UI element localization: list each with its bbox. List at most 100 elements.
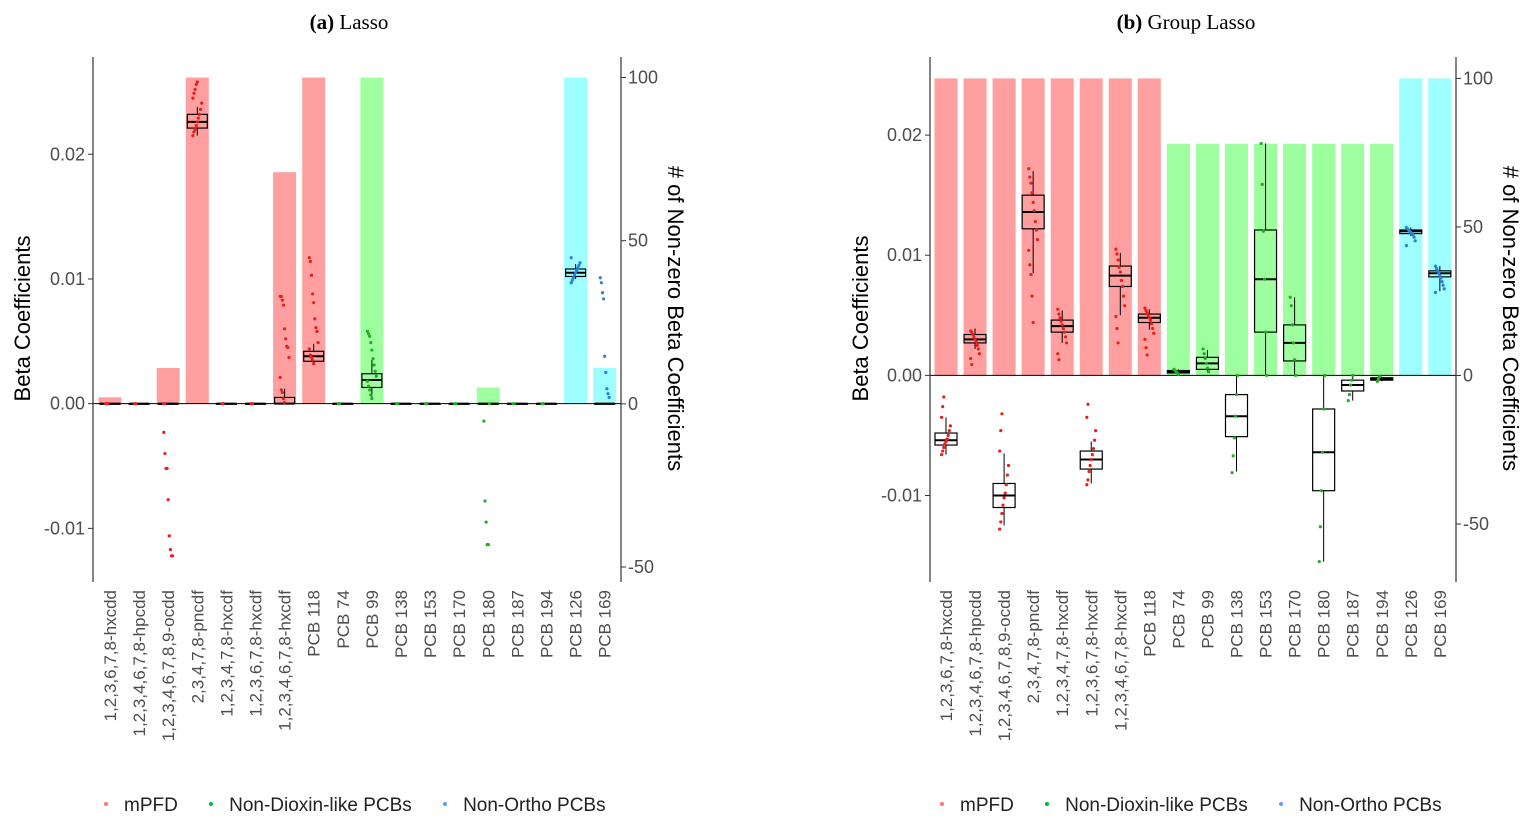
data-point xyxy=(195,80,199,84)
data-point xyxy=(1062,330,1066,334)
data-point xyxy=(1065,341,1069,345)
data-point xyxy=(941,404,945,409)
data-point xyxy=(315,329,319,333)
legend-a-item-mpfd: mPFD xyxy=(104,795,178,817)
data-point xyxy=(1433,264,1438,268)
data-point xyxy=(1234,392,1239,397)
data-point xyxy=(167,534,171,538)
data-point xyxy=(1206,370,1211,374)
x-tick-label: 1,2,3,4,6,7,8,9-ocdd xyxy=(995,590,1014,741)
data-point xyxy=(1117,265,1121,269)
data-point xyxy=(947,429,951,433)
count-bar xyxy=(1428,78,1452,376)
data-point xyxy=(1029,272,1033,277)
data-point xyxy=(1232,436,1236,440)
data-point xyxy=(1259,141,1263,146)
data-point xyxy=(1056,307,1060,311)
data-point xyxy=(1376,377,1381,381)
data-point xyxy=(1151,326,1155,331)
data-point xyxy=(940,415,944,420)
y-tick-label: 0.00 xyxy=(50,394,85,414)
count-bar xyxy=(963,78,987,376)
y-tick-label: 0.02 xyxy=(50,144,85,164)
data-point xyxy=(1143,337,1147,341)
data-point xyxy=(943,442,947,446)
data-point xyxy=(171,554,175,558)
count-bar xyxy=(156,367,180,404)
data-point xyxy=(1094,429,1098,433)
y-axis-title: Beta Coefficients xyxy=(10,236,35,402)
data-point xyxy=(221,402,225,406)
data-point xyxy=(284,337,288,341)
x-tick-label: PCB 126 xyxy=(1402,590,1421,658)
data-point xyxy=(1291,341,1296,345)
data-point xyxy=(1350,378,1354,382)
data-point xyxy=(575,268,579,272)
data-point xyxy=(1033,219,1037,224)
legend-a-swatch-mpfd xyxy=(104,801,108,806)
box xyxy=(1312,408,1336,492)
data-point xyxy=(482,419,486,423)
legend-a-item-nonortho: Non-Ortho PCBs xyxy=(443,795,606,817)
data-point xyxy=(1411,233,1415,237)
y2-tick-label: 0 xyxy=(628,394,638,414)
data-point xyxy=(369,340,373,345)
data-point xyxy=(1320,450,1325,454)
data-point xyxy=(1265,373,1269,377)
x-tick-label: 1,2,3,4,6,7,8-hxcdf xyxy=(276,590,295,731)
x-tick-label: 1,2,3,4,6,7,8-hxcdf xyxy=(1111,590,1130,731)
count-bar xyxy=(476,387,500,404)
data-point xyxy=(484,520,488,524)
data-point xyxy=(1413,239,1417,243)
count-bar xyxy=(1370,143,1394,376)
y2-tick-label: -50 xyxy=(628,557,654,577)
data-point xyxy=(1144,308,1148,313)
data-point xyxy=(999,520,1003,524)
legend-a-item-nondioxin: Non-Dioxin-like PCBs xyxy=(209,795,412,817)
x-tick-label: 1,2,3,4,7,8-hxcdf xyxy=(1053,590,1072,717)
x-tick-label: PCB 118 xyxy=(305,590,324,657)
data-point xyxy=(1085,415,1089,420)
y2-axis-title: # of Non-zero Beta Coefficients xyxy=(663,166,688,471)
count-bar xyxy=(564,77,588,404)
data-point xyxy=(308,259,312,264)
x-tick-label: PCB 194 xyxy=(1373,590,1392,658)
data-point xyxy=(191,133,195,138)
data-point xyxy=(578,261,582,265)
data-point xyxy=(1319,489,1324,493)
x-tick-label: PCB 194 xyxy=(538,590,557,658)
data-point xyxy=(1000,412,1004,416)
data-point xyxy=(1377,374,1382,379)
data-point xyxy=(168,547,172,552)
data-point xyxy=(1088,463,1092,468)
data-point xyxy=(946,433,950,438)
data-point xyxy=(1122,294,1126,298)
x-tick-label: PCB 74 xyxy=(1169,590,1188,649)
data-point xyxy=(1289,304,1293,308)
legend-b-swatch-mpfd xyxy=(940,801,944,806)
data-point xyxy=(314,326,318,330)
panel-b-title: (b) Group Lasso xyxy=(1117,10,1256,35)
data-point xyxy=(1086,402,1090,406)
data-point xyxy=(1205,366,1210,370)
data-point xyxy=(1087,469,1091,474)
x-tick-label: PCB 170 xyxy=(450,590,469,658)
data-point xyxy=(1201,347,1205,351)
x-tick-label: PCB 187 xyxy=(1344,590,1363,658)
data-point xyxy=(191,96,195,100)
data-point xyxy=(942,395,946,399)
panel-a-title: (a) Lasso xyxy=(310,10,389,35)
x-tick-label: 1,2,3,4,6,7,8-hpcdd xyxy=(966,590,985,737)
x-tick-label: PCB 180 xyxy=(479,590,498,658)
panel-b-name: Group Lasso xyxy=(1147,10,1256,34)
count-bar xyxy=(1108,78,1132,376)
box xyxy=(934,432,958,446)
data-point xyxy=(1090,453,1094,457)
count-bar xyxy=(1312,143,1336,376)
data-point xyxy=(193,127,197,131)
data-point xyxy=(606,392,610,396)
data-point xyxy=(311,358,315,362)
y2-tick-label: 0 xyxy=(1463,366,1473,386)
legend-b-item-nonortho: Non-Ortho PCBs xyxy=(1279,795,1442,817)
data-point xyxy=(365,379,370,383)
